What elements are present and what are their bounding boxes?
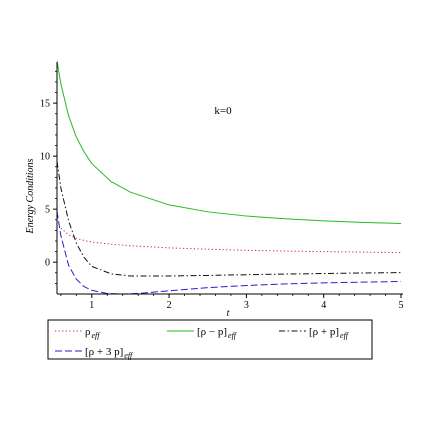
plot-area xyxy=(57,60,402,294)
y-tick-label: 5 xyxy=(45,205,50,216)
x-tick-label: 3 xyxy=(244,300,249,311)
legend-label-3: [ρ + 3 p] xyxy=(85,346,123,358)
axes: 0 5 10 15 1 2 3 4 5 xyxy=(40,62,404,311)
legend-label-2: [ρ + p] xyxy=(309,326,339,338)
x-tick-label: 5 xyxy=(399,300,404,311)
k-annotation: k=0 xyxy=(214,105,232,117)
legend-label-1: [ρ − p] xyxy=(197,326,227,338)
y-tick-label: 15 xyxy=(40,99,50,110)
series-line-1 xyxy=(57,60,402,224)
legend-subscript-3: eff xyxy=(124,351,134,360)
y-tick-label: 0 xyxy=(45,258,50,269)
legend-subscript-2: eff xyxy=(340,331,350,340)
legend-subscript-1: eff xyxy=(228,331,238,340)
x-tick-label: 2 xyxy=(167,300,172,311)
x-tick-label: 1 xyxy=(89,300,94,311)
legend: ρ eff [ρ − p] eff [ρ + p] eff[ρ + 3 p] eff xyxy=(47,319,373,360)
x-axis-title: t xyxy=(227,308,230,319)
y-axis-title: Energy Conditions xyxy=(25,158,36,234)
y-tick-label: 10 xyxy=(40,152,50,163)
series-line-2 xyxy=(57,161,402,277)
x-tick-label: 4 xyxy=(321,300,326,311)
legend-box xyxy=(47,319,373,360)
legend-subscript-0: eff xyxy=(92,331,102,340)
legend-label-0: ρ xyxy=(85,326,91,338)
series-line-3 xyxy=(57,211,402,294)
series-line-0 xyxy=(60,227,402,254)
